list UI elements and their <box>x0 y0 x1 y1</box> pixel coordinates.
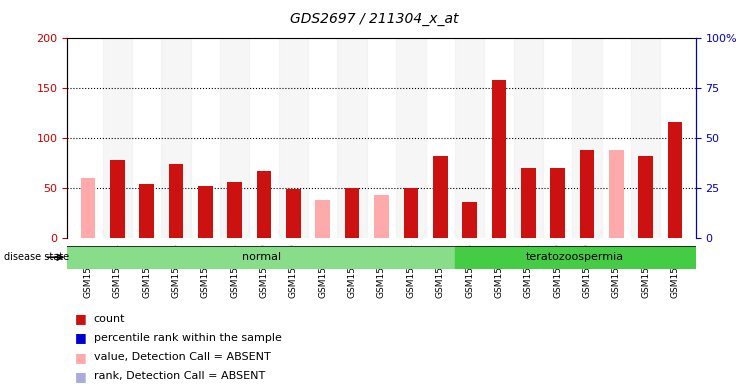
Bar <box>139 184 154 238</box>
Bar <box>168 164 183 238</box>
Text: disease state: disease state <box>4 252 69 262</box>
Bar <box>220 38 249 238</box>
Text: percentile rank within the sample: percentile rank within the sample <box>94 333 281 343</box>
Text: count: count <box>94 314 125 324</box>
Bar <box>609 150 624 238</box>
Bar <box>433 156 447 238</box>
Bar <box>668 122 682 238</box>
Bar <box>374 195 389 238</box>
Text: ■: ■ <box>75 351 87 364</box>
Text: ■: ■ <box>75 312 87 325</box>
Text: normal: normal <box>242 252 280 262</box>
Bar <box>580 150 595 238</box>
Text: ■: ■ <box>75 370 87 383</box>
Bar <box>551 168 565 238</box>
Bar <box>403 188 418 238</box>
Bar <box>462 202 477 238</box>
Bar <box>337 38 367 238</box>
Bar <box>110 160 125 238</box>
Text: rank, Detection Call = ABSENT: rank, Detection Call = ABSENT <box>94 371 265 381</box>
Bar <box>162 38 191 238</box>
Bar <box>102 38 132 238</box>
Bar <box>521 168 536 238</box>
FancyBboxPatch shape <box>67 247 455 268</box>
FancyBboxPatch shape <box>455 247 696 268</box>
Text: ■: ■ <box>75 331 87 344</box>
Bar <box>316 200 330 238</box>
Bar <box>638 156 653 238</box>
Text: GDS2697 / 211304_x_at: GDS2697 / 211304_x_at <box>289 12 459 25</box>
Bar <box>227 182 242 238</box>
Text: teratozoospermia: teratozoospermia <box>526 252 625 262</box>
Bar <box>286 189 301 238</box>
Bar <box>81 178 95 238</box>
Bar <box>345 188 360 238</box>
Bar <box>514 38 543 238</box>
Bar <box>279 38 308 238</box>
Bar <box>631 38 660 238</box>
Text: value, Detection Call = ABSENT: value, Detection Call = ABSENT <box>94 352 270 362</box>
Bar <box>257 171 272 238</box>
Bar <box>572 38 601 238</box>
Bar <box>198 186 212 238</box>
Bar <box>396 38 426 238</box>
Bar <box>491 80 506 238</box>
Bar <box>455 38 484 238</box>
